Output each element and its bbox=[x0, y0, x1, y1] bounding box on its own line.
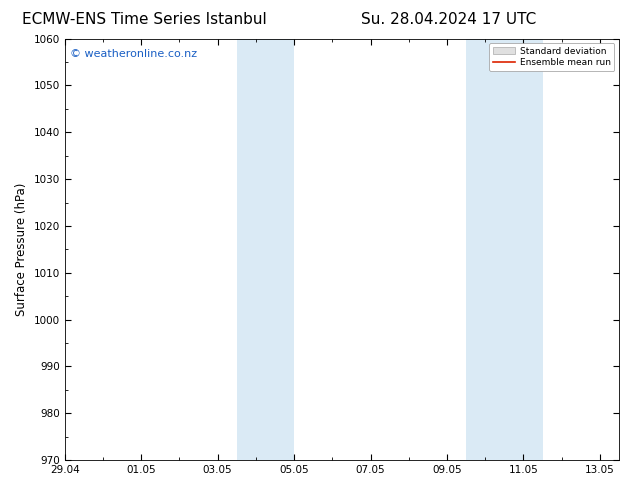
Text: ECMW-ENS Time Series Istanbul: ECMW-ENS Time Series Istanbul bbox=[22, 12, 266, 27]
Bar bbox=[466, 39, 485, 460]
Bar bbox=[236, 39, 256, 460]
Text: © weatheronline.co.nz: © weatheronline.co.nz bbox=[70, 49, 197, 59]
Bar bbox=[485, 39, 543, 460]
Y-axis label: Surface Pressure (hPa): Surface Pressure (hPa) bbox=[15, 183, 28, 316]
Bar bbox=[256, 39, 294, 460]
Legend: Standard deviation, Ensemble mean run: Standard deviation, Ensemble mean run bbox=[489, 43, 614, 71]
Text: Su. 28.04.2024 17 UTC: Su. 28.04.2024 17 UTC bbox=[361, 12, 536, 27]
